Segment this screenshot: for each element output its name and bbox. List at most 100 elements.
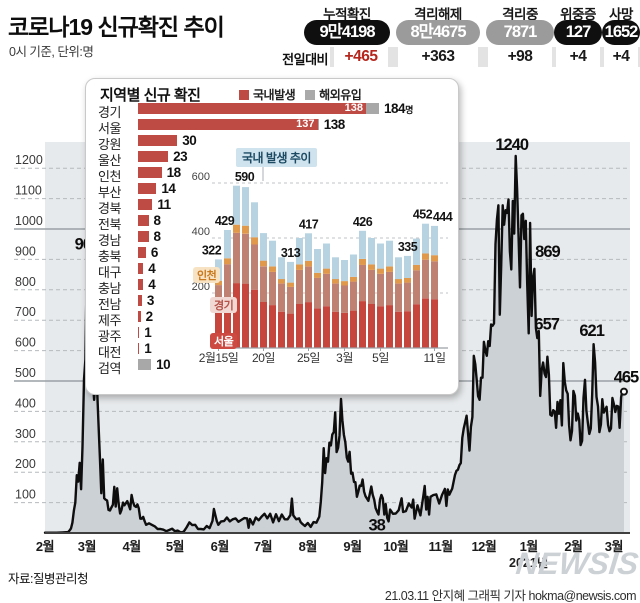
region-bar	[138, 279, 144, 290]
y-tick-label: 400	[15, 396, 36, 410]
domestic-segment	[138, 135, 178, 146]
region-name: 충북	[98, 249, 121, 264]
region-name: 제주	[98, 313, 121, 328]
region-name: 울산	[98, 153, 121, 168]
region-row: 충북 6	[86, 245, 458, 264]
region-bar	[138, 183, 157, 194]
bar-value: 23	[173, 149, 188, 164]
x-tick-label: 1월	[520, 539, 538, 554]
endpoint-marker	[619, 387, 628, 396]
annotation-38: 38	[368, 516, 385, 534]
panel-title: 지역별 신규 확진	[100, 87, 201, 104]
domestic-segment	[138, 215, 149, 226]
region-bar	[138, 359, 152, 370]
newsis-logo: NEWSIS	[513, 546, 640, 581]
domestic-segment	[138, 199, 153, 210]
region-name: 충남	[98, 281, 121, 296]
y-tick-label: 600	[15, 336, 36, 350]
x-tick-label: 6월	[211, 539, 229, 554]
bar-value: 184명	[384, 101, 413, 116]
bar-value: 4	[148, 261, 156, 276]
region-bar	[138, 263, 144, 274]
region-row: 광주 1	[86, 325, 458, 344]
y-tick-label: 700	[15, 305, 36, 319]
region-row: 충남 4	[86, 277, 458, 296]
y-tick-label: 1000	[15, 214, 43, 228]
stat-header: 누적확진	[323, 7, 371, 22]
stat-header: 격리중	[502, 7, 538, 22]
year-label: 2021년	[509, 556, 548, 570]
mini-chart-title: 국내 발생 추이	[236, 148, 317, 167]
bar-value-unit: 명	[405, 105, 413, 115]
stat-header: 격리해제	[414, 7, 462, 22]
region-bar	[138, 103, 379, 114]
region-row: 부산 14	[86, 181, 458, 200]
region-bar	[138, 231, 149, 242]
region-row: 인천 18	[86, 165, 458, 184]
credit-line: 21.03.11 안지혜 그래픽 기자 hokma@newsis.com	[384, 589, 637, 603]
region-name: 부산	[98, 185, 121, 200]
region-name: 강원	[98, 137, 121, 152]
bar-value: 18	[166, 165, 182, 180]
region-row: 전북 8	[86, 213, 458, 232]
stack-tag-경기: 경기	[210, 297, 238, 313]
imported-segment	[138, 359, 152, 370]
page-subtitle: 0시 기준, 단위:명	[9, 45, 94, 59]
stat-header: 사망	[609, 7, 633, 22]
panel-legend: 국내발생 해외유입	[239, 86, 362, 103]
y-tick-label: 200	[15, 457, 36, 471]
legend-swatch-icon	[239, 89, 249, 100]
region-name: 대구	[98, 265, 121, 280]
domestic-segment	[138, 263, 144, 274]
bar-value: 2	[145, 309, 154, 324]
region-bar	[138, 311, 141, 322]
region-row: 대구 4	[86, 261, 458, 280]
bar-value: 1	[144, 325, 152, 340]
region-name: 인천	[98, 169, 121, 184]
page-title: 코로나19 신규확진 추이	[8, 14, 225, 40]
region-bar	[138, 199, 153, 210]
region-bar	[138, 343, 140, 354]
bar-value: 1	[144, 341, 152, 356]
delta-label: 전일대비	[282, 52, 328, 67]
region-row: 서울 137 138	[86, 117, 458, 136]
x-tick-label: 4월	[123, 539, 141, 554]
region-row: 경기 138 184명	[86, 101, 458, 120]
y-tick-label: 1100	[15, 184, 42, 198]
annotation-657: 657	[534, 315, 559, 333]
annotation-869: 869	[535, 243, 560, 261]
legend-item: 국내발생	[239, 86, 296, 103]
bar-value: 11	[157, 197, 171, 212]
legend-label: 국내발생	[253, 88, 296, 102]
region-name: 전북	[98, 217, 121, 232]
domestic-segment	[138, 119, 318, 130]
imported-segment	[317, 119, 319, 130]
domestic-segment	[138, 343, 140, 354]
x-tick-label: 2월	[564, 539, 582, 554]
region-row: 전남 3	[86, 293, 458, 312]
legend-label: 해외유입	[319, 88, 362, 102]
stat-value-pill: 8만4675	[396, 20, 480, 45]
stat-value-pill: 7871	[486, 20, 554, 45]
region-name: 전남	[98, 297, 121, 312]
annotation-621: 621	[579, 322, 604, 340]
annotation-1240: 1240	[495, 136, 529, 154]
bar-value: 4	[148, 277, 156, 292]
y-tick-label: 300	[15, 427, 36, 441]
imported-segment	[365, 103, 379, 114]
x-tick-label: 8월	[299, 539, 317, 554]
bar-value: 6	[150, 245, 159, 260]
bar-value: 8	[153, 213, 161, 228]
stat-value-pill: 1652	[602, 20, 640, 45]
x-tick-label: 3월	[78, 539, 96, 554]
domestic-segment	[138, 247, 146, 258]
x-tick-label: 2월	[36, 539, 54, 554]
summary-stats: 전일대비 누적확진 9만4198 +465 격리해제 8만4675 +363 격리중 7871…	[0, 0, 640, 70]
domestic-segment	[138, 231, 149, 242]
source-note: 자료:질병관리청	[8, 572, 88, 586]
region-bar	[138, 215, 149, 226]
x-tick-label: 11월	[428, 539, 452, 554]
stat-value-pill: 9만4198	[304, 20, 390, 45]
region-name: 경남	[98, 233, 121, 248]
